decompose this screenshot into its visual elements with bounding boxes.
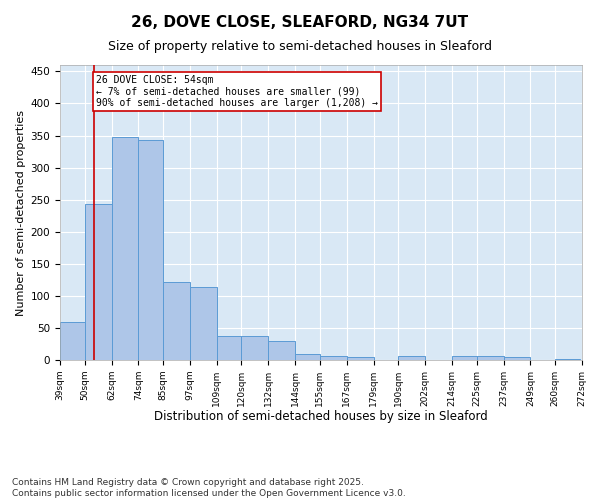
Bar: [452, 356, 477, 360]
Bar: [217, 336, 241, 360]
Bar: [241, 336, 268, 360]
Bar: [320, 356, 347, 360]
Bar: [398, 356, 425, 360]
Bar: [190, 287, 217, 360]
Bar: [112, 137, 139, 360]
Bar: [477, 356, 503, 360]
Y-axis label: Number of semi-detached properties: Number of semi-detached properties: [16, 110, 26, 316]
Bar: [85, 204, 112, 360]
Bar: [555, 358, 580, 360]
Bar: [268, 341, 295, 360]
Text: Size of property relative to semi-detached houses in Sleaford: Size of property relative to semi-detach…: [108, 40, 492, 53]
Bar: [163, 282, 190, 360]
X-axis label: Distribution of semi-detached houses by size in Sleaford: Distribution of semi-detached houses by …: [154, 410, 488, 424]
Bar: [347, 357, 374, 360]
Bar: [60, 322, 85, 360]
Text: Contains HM Land Registry data © Crown copyright and database right 2025.
Contai: Contains HM Land Registry data © Crown c…: [12, 478, 406, 498]
Bar: [295, 354, 320, 360]
Text: 26 DOVE CLOSE: 54sqm
← 7% of semi-detached houses are smaller (99)
90% of semi-d: 26 DOVE CLOSE: 54sqm ← 7% of semi-detach…: [96, 74, 378, 108]
Text: 26, DOVE CLOSE, SLEAFORD, NG34 7UT: 26, DOVE CLOSE, SLEAFORD, NG34 7UT: [131, 15, 469, 30]
Bar: [503, 358, 530, 360]
Bar: [139, 140, 163, 360]
